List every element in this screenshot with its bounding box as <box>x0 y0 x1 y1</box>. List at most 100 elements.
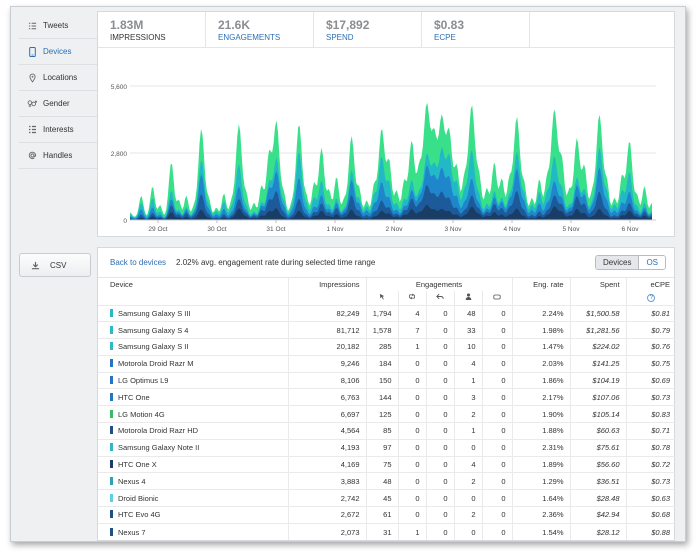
sidebar-item-handles[interactable]: Handles <box>19 143 99 169</box>
device-cell[interactable]: Motorola Droid Razr M <box>98 354 288 373</box>
favorites-cell: 0 <box>481 304 513 322</box>
table-row[interactable]: Samsung Galaxy S III 82,249 1,794 4 0 48 0 2.24… <box>98 304 677 322</box>
devices-toggle-button[interactable]: Devices <box>595 256 640 269</box>
spent-cell: $1,281.56 <box>569 321 627 339</box>
favorites-cell: 0 <box>481 438 513 457</box>
device-cell[interactable]: Nexus 7 <box>98 522 288 541</box>
csv-export-button[interactable]: CSV <box>19 253 91 277</box>
ecpe-cell: $0.88 <box>625 522 677 541</box>
device-cell[interactable]: Samsung Galaxy S 4 <box>98 321 288 339</box>
device-cell[interactable]: LG Motion 4G <box>98 405 288 423</box>
table-row[interactable]: Motorola Droid Razr HD 4,564 85 0 0 1 0 1.88% $6… <box>98 422 677 440</box>
col-eng-rate[interactable]: Eng. rate <box>511 278 571 291</box>
favorite-icon[interactable] <box>481 291 513 305</box>
table-row[interactable]: LG Optimus L9 8,106 150 0 0 1 0 1.86% $104.19 $0.… <box>98 371 677 389</box>
ecpe-help-icon[interactable]: ? <box>647 293 656 302</box>
device-cell[interactable]: HTC One X <box>98 455 288 473</box>
eng-rate-cell: 1.90% <box>511 405 571 423</box>
eng-rate-cell: 1.88% <box>511 422 571 440</box>
device-cell[interactable]: Samsung Galaxy Note II <box>98 438 288 457</box>
cursor-icon[interactable] <box>365 291 398 305</box>
device-cell[interactable]: Samsung Galaxy S II <box>98 338 288 356</box>
col-ecpe[interactable]: eCPE <box>625 278 677 291</box>
table-row[interactable]: Motorola Droid Razr M 9,246 184 0 0 4 0 2.03% $1… <box>98 354 677 373</box>
spent-cell: $224.02 <box>569 338 627 356</box>
favorites-cell: 0 <box>481 338 513 356</box>
stats-bar: 1.83M IMPRESSIONS 21.6K ENGAGEMENTS $17,892 S… <box>98 12 674 48</box>
impressions-cell: 6,763 <box>287 388 366 406</box>
table-row[interactable]: Samsung Galaxy Note II 4,193 97 0 0 0 0 2.31% $7… <box>98 438 677 457</box>
follow-icon[interactable] <box>453 291 482 305</box>
reply-icon[interactable] <box>425 291 454 305</box>
favorites-cell: 0 <box>481 455 513 473</box>
device-name: Samsung Galaxy S II <box>118 342 189 352</box>
col-spent[interactable]: Spent <box>569 278 627 291</box>
back-to-devices-link[interactable]: Back to devices <box>110 258 167 267</box>
sidebar-item-devices[interactable]: Devices <box>19 39 99 65</box>
device-cell[interactable]: Droid Bionic <box>98 489 288 507</box>
impressions-cell: 20,182 <box>287 338 366 356</box>
replies-cell: 0 <box>425 354 454 373</box>
stat-impressions[interactable]: 1.83M IMPRESSIONS <box>98 12 206 47</box>
y-tick-label: 2,800 <box>111 151 128 158</box>
table-row[interactable]: Samsung Galaxy S II 20,182 285 1 0 10 0 1.47% $2… <box>98 338 677 356</box>
table-row[interactable]: HTC One 6,763 144 0 0 3 0 2.17% $107.06 $0.73 <box>98 388 677 406</box>
sidebar-item-gender[interactable]: Gender <box>19 91 99 117</box>
follows-cell: 3 <box>453 388 482 406</box>
col-impressions[interactable]: Impressions <box>287 278 366 291</box>
device-cell[interactable]: LG Optimus L9 <box>98 371 288 389</box>
x-tick-label: 3 Nov <box>445 226 463 233</box>
table-row[interactable]: Nexus 7 2,073 31 1 0 0 0 1.54% $28.12 $0.88 <box>98 522 677 541</box>
pin-icon <box>27 73 37 83</box>
spent-cell: $60.63 <box>569 422 627 440</box>
table-row[interactable]: Samsung Galaxy S 4 81,712 1,578 7 0 33 0 1.98% $… <box>98 321 677 339</box>
replies-cell: 0 <box>425 388 454 406</box>
sidebar-item-locations[interactable]: Locations <box>19 65 99 91</box>
clicks-cell: 85 <box>365 422 398 440</box>
sidebar-item-label: Interests <box>43 125 74 134</box>
device-cell[interactable]: HTC Evo 4G <box>98 506 288 524</box>
col-engagements[interactable]: Engagements <box>365 278 513 291</box>
device-name: HTC Evo 4G <box>118 510 161 520</box>
stat-engagements[interactable]: 21.6K ENGAGEMENTS <box>206 12 314 47</box>
impressions-cell: 4,193 <box>287 438 366 457</box>
sidebar-item-interests[interactable]: Interests <box>19 117 99 143</box>
device-cell[interactable]: Motorola Droid Razr HD <box>98 422 288 440</box>
device-name: Samsung Galaxy S III <box>118 308 191 318</box>
table-row[interactable]: HTC Evo 4G 2,672 61 0 0 2 0 2.36% $42.94 $0.68 <box>98 506 677 524</box>
table-row[interactable]: Droid Bionic 2,742 45 0 0 0 0 1.64% $28.48 $0.63 <box>98 489 677 507</box>
ecpe-cell: $0.71 <box>625 422 677 440</box>
replies-cell: 0 <box>425 522 454 541</box>
impressions-cell: 9,246 <box>287 354 366 373</box>
area-series-layer <box>130 184 652 220</box>
retweets-cell: 4 <box>397 304 426 322</box>
device-cell[interactable]: HTC One <box>98 388 288 406</box>
spent-cell: $56.60 <box>569 455 627 473</box>
stat-spend[interactable]: $17,892 SPEND <box>314 12 422 47</box>
col-device[interactable]: Device <box>110 280 133 289</box>
retweet-icon[interactable] <box>397 291 426 305</box>
table-row[interactable]: Nexus 4 3,883 48 0 0 2 0 1.29% $36.51 $0.73 <box>98 472 677 490</box>
retweets-cell: 1 <box>397 338 426 356</box>
table-row[interactable]: LG Motion 4G 6,697 125 0 0 2 0 1.90% $105.14 $0.8… <box>98 405 677 423</box>
table-row[interactable]: HTC One X 4,169 75 0 0 4 0 1.89% $56.60 $0.72 <box>98 455 677 473</box>
spent-cell: $107.06 <box>569 388 627 406</box>
sidebar-item-tweets[interactable]: Tweets <box>19 13 99 39</box>
follows-cell: 10 <box>453 338 482 356</box>
retweets-cell: 0 <box>397 405 426 423</box>
os-toggle-button[interactable]: OS <box>639 256 665 269</box>
replies-cell: 0 <box>425 371 454 389</box>
stat-ecpe[interactable]: $0.83 ECPE <box>422 12 530 47</box>
clicks-cell: 1,578 <box>365 321 398 339</box>
device-name: Samsung Galaxy S 4 <box>118 325 189 335</box>
device-cell[interactable]: Nexus 4 <box>98 472 288 490</box>
device-color-swatch <box>110 359 113 368</box>
device-cell[interactable]: Samsung Galaxy S III <box>98 304 288 322</box>
engagement-summary: 2.02% avg. engagement rate during select… <box>176 258 376 267</box>
device-color-swatch <box>110 493 113 502</box>
clicks-cell: 150 <box>365 371 398 389</box>
follows-cell: 0 <box>453 438 482 457</box>
eng-rate-cell: 1.98% <box>511 321 571 339</box>
device-name: Droid Bionic <box>118 493 159 503</box>
spent-cell: $36.51 <box>569 472 627 490</box>
